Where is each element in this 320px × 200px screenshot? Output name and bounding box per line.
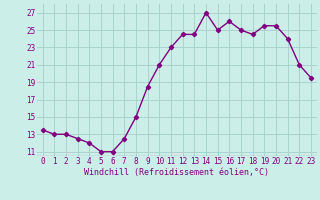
X-axis label: Windchill (Refroidissement éolien,°C): Windchill (Refroidissement éolien,°C)	[84, 168, 269, 177]
